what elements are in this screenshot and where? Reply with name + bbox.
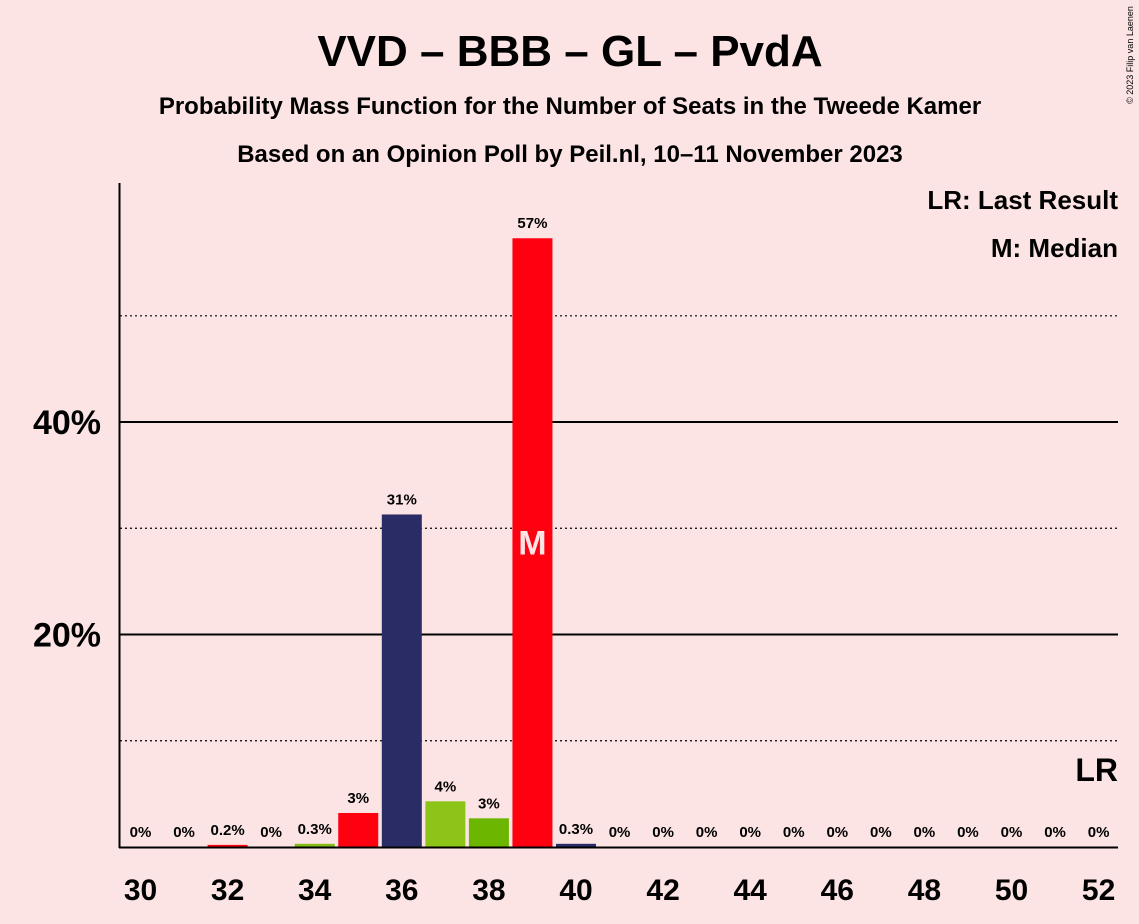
bar-label-51: 0% [1044, 824, 1066, 841]
bar-label-bg-41 [605, 823, 634, 842]
y-tick-label-1: 40% [33, 404, 101, 442]
bar-label-bg-33 [257, 823, 285, 842]
bar-label-52: 0% [1088, 824, 1110, 841]
copyright-notice: © 2023 Filip van Laenen [1125, 6, 1135, 104]
x-tick-label-46: 46 [821, 874, 854, 907]
bar-label-47: 0% [870, 824, 892, 841]
x-tick-label-52: 52 [1082, 874, 1115, 907]
x-tick-label-48: 48 [908, 874, 941, 907]
x-tick-label-38: 38 [472, 874, 505, 907]
bar-label-bg-40 [555, 819, 597, 839]
bar-38 [468, 818, 509, 847]
y-axis-ticks: 20% 40% [33, 404, 101, 654]
x-tick-label-50: 50 [995, 874, 1028, 907]
bar-label-bg-30 [126, 823, 155, 842]
bar-label-38: 3% [478, 795, 500, 812]
bar-label-39: 57% [517, 215, 547, 232]
bar-label-bg-37 [431, 777, 460, 797]
x-tick-label-44: 44 [734, 874, 768, 907]
last-result-marker: LR [1075, 752, 1118, 788]
chart-title: VVD – BBB – GL – PvdA [317, 27, 822, 76]
bar-label-bg-39 [514, 214, 551, 234]
bar-label-31: 0% [173, 824, 195, 841]
bar-label-35: 3% [347, 790, 369, 807]
bar-34 [294, 843, 335, 847]
bar-label-bg-34 [294, 819, 335, 839]
bar-label-bg-47 [867, 823, 895, 842]
bar-label-32: 0.2% [210, 822, 244, 839]
x-tick-label-32: 32 [211, 874, 244, 907]
bar-label-bg-32 [207, 820, 248, 840]
bar-label-bg-35 [344, 789, 373, 809]
bar-label-49: 0% [957, 824, 979, 841]
bar-label-34: 0.3% [298, 821, 332, 838]
bar-label-37: 4% [435, 778, 457, 795]
bar-label-44: 0% [739, 824, 761, 841]
gridlines [120, 315, 1118, 742]
bar-label-bg-50 [997, 823, 1026, 842]
bar-label-bg-31 [170, 823, 198, 842]
bar-label-bg-49 [954, 823, 982, 842]
bar-35 [338, 813, 379, 847]
bar-label-46: 0% [826, 824, 848, 841]
bar-label-36: 31% [387, 491, 417, 508]
bar-label-45: 0% [783, 824, 805, 841]
x-tick-label-40: 40 [559, 874, 592, 907]
bar-label-bg-36 [383, 490, 420, 510]
bar-37 [425, 801, 466, 847]
bar-label-bg-38 [475, 794, 503, 814]
bar-32 [207, 844, 248, 847]
median-marker: M [518, 525, 546, 563]
bar-label-48: 0% [914, 824, 936, 841]
bar-label-bg-46 [823, 823, 852, 842]
bar-label-40: 0.3% [559, 821, 593, 838]
bar-label-41: 0% [609, 824, 631, 841]
bar-label-43: 0% [696, 824, 718, 841]
bar-40 [556, 843, 596, 847]
legend-last-result: LR: Last Result [927, 185, 1118, 215]
bar-label-33: 0% [260, 824, 282, 841]
x-tick-label-30: 30 [124, 874, 157, 907]
x-tick-label-42: 42 [646, 874, 679, 907]
bar-label-bg-43 [692, 823, 721, 842]
x-tick-label-36: 36 [385, 874, 418, 907]
bar-36 [381, 514, 422, 847]
bar-label-42: 0% [652, 824, 674, 841]
legend-median: M: Median [991, 233, 1118, 263]
bars [207, 238, 596, 847]
y-tick-label-0: 20% [33, 617, 101, 655]
chart-source: Based on an Opinion Poll by Peil.nl, 10–… [237, 141, 903, 168]
bar-label-30: 0% [130, 824, 152, 841]
bar-39 [512, 238, 553, 847]
x-tick-label-34: 34 [298, 874, 332, 907]
chart-subtitle: Probability Mass Function for the Number… [159, 93, 981, 120]
x-axis-ticks: 30 32 34 36 38 40 42 44 46 48 50 52 [124, 874, 1115, 907]
bar-label-bg-48 [910, 823, 939, 842]
bar-label-bg-52 [1084, 823, 1113, 842]
bar-label-bg-44 [736, 823, 765, 842]
bar-label-bg-45 [779, 823, 808, 842]
bar-value-labels: 0% 0% 0.2% 0% 0.3% 3% 31% 4% 3% 57% 0.3% 0% 0% 0% 0% 0%… [126, 214, 1113, 842]
bar-label-bg-42 [649, 823, 677, 842]
bar-label-bg-51 [1041, 823, 1069, 842]
bar-label-50: 0% [1001, 824, 1023, 841]
